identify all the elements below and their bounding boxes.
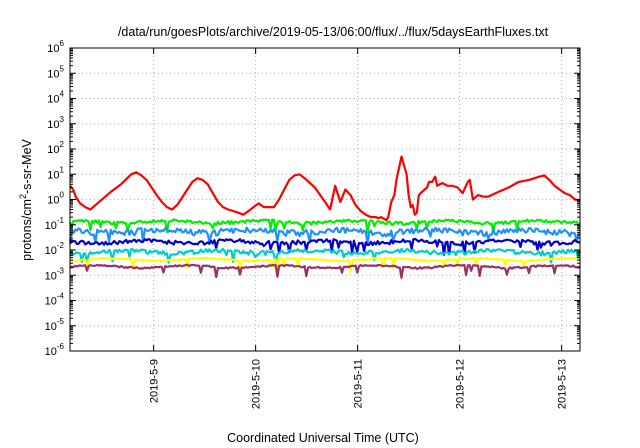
y-axis-label-part: -s-sr-MeV: [20, 138, 34, 194]
y-tick-label: 10-4: [45, 292, 65, 308]
y-axis-label-part: protons/cm: [20, 199, 34, 261]
series-layer: [68, 155, 582, 279]
series-line: [69, 263, 581, 279]
y-axis-label-superscript: 2: [18, 194, 28, 199]
grid: [70, 48, 580, 351]
y-axis-label: protons/cm2-s-sr-MeV: [18, 138, 34, 260]
y-tick-label: 101: [47, 165, 64, 181]
series-line: [68, 226, 581, 245]
series-line: [69, 237, 581, 256]
series-line: [68, 218, 581, 235]
y-tick-label: 100: [47, 191, 64, 207]
y-tick-label: 10-6: [45, 342, 65, 358]
x-tick-label: 2019-5-13: [557, 359, 569, 409]
x-tick-label: 2019-5-11: [353, 359, 365, 408]
y-tick-label: 104: [47, 90, 64, 106]
x-tick-label: 2019-5-12: [455, 359, 467, 409]
y-tick-label: 10-3: [45, 266, 65, 282]
x-axis-label: Coordinated Universal Time (UTC): [227, 431, 419, 445]
y-tick-label: 106: [47, 39, 64, 55]
y-tick-label: 10-5: [45, 317, 65, 333]
y-tick-label: 10-1: [45, 216, 65, 232]
chart-title: /data/run/goesPlots/archive/2019-05-13/0…: [118, 25, 549, 39]
series-line: [69, 155, 581, 222]
y-tick-label: 103: [47, 115, 64, 131]
y-tick-label: 102: [47, 140, 64, 156]
x-tick-label: 2019-5-10: [251, 359, 263, 409]
series-line: [69, 256, 581, 273]
x-axis: 2019-5-9 2019-5-10 2019-5-11 2019-5-12 2019-…: [149, 48, 569, 409]
y-tick-label: 105: [47, 64, 64, 80]
y-tick-label: 10-2: [45, 241, 65, 257]
y-axis: 10-6 10-5 10-4 10-3 10-2 10-1 100 101 102 103 104 1…: [45, 39, 580, 358]
series-line: [69, 247, 582, 265]
x-tick-label: 2019-5-9: [149, 359, 161, 403]
